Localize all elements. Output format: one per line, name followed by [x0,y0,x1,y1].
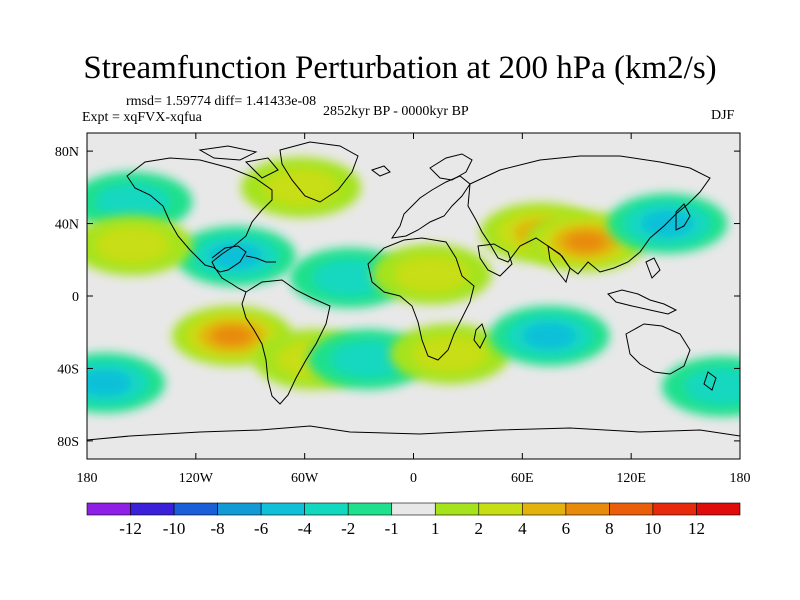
colorbar-label: -10 [163,519,186,538]
colorbar-swatch [522,502,567,516]
colorbar-swatch [130,502,175,516]
anomaly-center [241,157,362,218]
stats-label: rmsd= 1.59774 diff= 1.41433e-08 [126,94,317,109]
period-label: 2852kyr BP - 0000kyr BP [323,104,469,119]
anomaly-contour [412,335,487,373]
anomaly-center [87,352,166,413]
x-tick-label: 120E [616,471,646,486]
colorbar-swatch [217,502,262,516]
coast-europe [390,175,471,239]
anomaly-contour [211,325,253,347]
y-tick-label: 0 [72,290,79,305]
anomaly-contour [313,259,387,297]
colorbar-swatch [696,502,741,516]
y-tick-label: 40N [55,218,79,233]
y-tick-label: 40S [57,362,79,377]
season-label: DJF [711,108,735,123]
anomaly-center [87,215,193,276]
colorbar-label: 2 [475,519,484,538]
x-tick-label: 60W [291,471,319,486]
anomaly-contour [684,368,740,406]
x-tick-label: 120W [179,471,214,486]
coast-india [547,244,571,284]
anomaly-center [175,226,296,287]
anomaly-center [389,323,510,384]
anomaly-contour [640,210,695,237]
anomaly-contour [331,340,406,378]
colorbar-swatch [173,502,218,516]
anomaly-center [87,171,193,232]
coast-antarctica [87,425,740,441]
coast-gulf-mexico [211,245,247,273]
y-tick-label: 80S [57,435,79,450]
x-axis: 180 120W 60W 0 60E 120E 180 [77,133,751,486]
anomaly-center [661,356,740,417]
x-tick-label: 180 [77,471,98,486]
colorbar-label: -1 [385,519,399,538]
colorbar-label: 1 [431,519,440,538]
colorbar-label: -6 [254,519,268,538]
anomaly-contour [95,226,170,264]
colorbar-label: -2 [341,519,355,538]
map-frame: 180 120W 60W 0 60E 120E 180 80N 40N 0 40S 80S [55,132,751,486]
coast-scandinavia [429,153,473,181]
coast-australia [625,323,691,375]
colorbar-swatch [652,502,697,516]
colorbar-label: 6 [562,519,571,538]
coast-north-america [126,157,273,269]
coast-indonesia [607,289,678,315]
colorbar-swatch [86,502,131,516]
coast-philippines [645,257,661,279]
colorbar-swatch [434,502,480,516]
coast-central-america [214,267,247,293]
chart-title: Streamfunction Perturbation at 200 hPa (… [83,50,717,86]
colorbar-swatch [260,502,305,516]
coast-asia [467,155,711,275]
x-tick-label: 180 [730,471,751,486]
coast-iceland [370,165,391,177]
colorbar-swatch [565,502,610,516]
anomaly-center [371,244,492,305]
colorbar-label: -12 [119,519,142,538]
coastlines [87,141,740,441]
x-tick-label: 0 [410,471,417,486]
anomaly-contour [564,231,607,253]
anomaly-contour [95,183,170,221]
colorbar-label: 8 [605,519,614,538]
colorbar-swatch [478,502,523,516]
coast-greenland [279,141,359,203]
colorbar-label: -8 [211,519,225,538]
coast-canada-islands [198,145,279,179]
coast-arabia [477,243,513,277]
colorbar-swatch [347,502,393,516]
colorbar-swatch [609,502,654,516]
anomaly-contour [87,369,132,397]
colorbar-label: 12 [688,519,705,538]
coast-caribbean [245,255,276,263]
colorbar-swatch [304,502,349,516]
coast-south-america [241,279,331,405]
anomaly-center [489,305,610,366]
colorbar-label: -4 [298,519,313,538]
coast-japan [675,203,691,231]
anomaly-center [607,193,728,254]
colorbar-label: 4 [518,519,527,538]
y-axis: 80N 40N 0 40S 80S [55,145,740,450]
coast-africa [367,237,475,361]
y-tick-label: 80N [55,145,79,160]
x-tick-label: 60E [511,471,534,486]
coast-madagascar [473,323,487,349]
anomaly-field [87,157,740,417]
anomaly-contour [264,168,338,206]
anomaly-contour [522,322,577,350]
experiment-label: Expt = xqFVX-xqfua [82,110,202,125]
anomaly-contour [394,255,469,293]
colorbar: -12 -10 -8 -6 -4 -2 -1 1 2 4 6 8 10 12 [86,502,741,538]
colorbar-label: 10 [644,519,661,538]
coast-new-zealand [703,371,717,391]
colorbar-swatch [391,502,436,516]
